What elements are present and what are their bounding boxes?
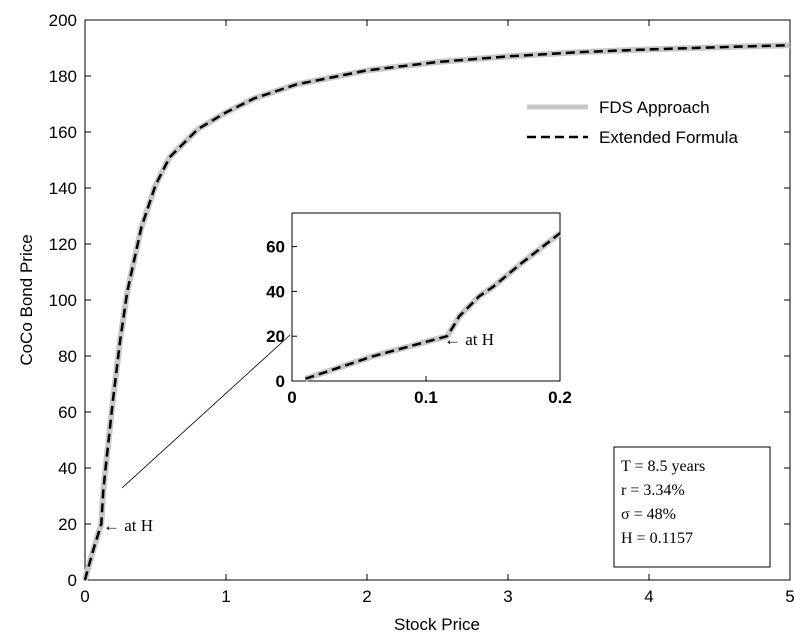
inset-x-tick-label-2: 0.2 — [548, 388, 572, 407]
x-axis-label: Stock Price — [394, 615, 480, 632]
legend: FDS Approach Extended Formula — [527, 98, 738, 147]
x-tick-label-3: 3 — [503, 587, 512, 606]
y-tick-label-4: 80 — [58, 347, 77, 366]
series-line-extended-formula — [83, 43, 791, 581]
y-tick-label-0: 0 — [68, 571, 77, 590]
param-barrier: H = 0.1157 — [621, 530, 693, 547]
y-tick-label-5: 100 — [49, 291, 77, 310]
y-tick-label-8: 160 — [49, 123, 77, 142]
main-series-group — [82, 42, 791, 581]
legend-label-fds-approach: FDS Approach — [599, 98, 710, 117]
x-tick-label-1: 1 — [221, 587, 230, 606]
inset-axes-ticks: 0 0.1 0.2 0 20 40 60 — [266, 238, 572, 407]
y-tick-label-9: 180 — [49, 67, 77, 86]
x-tick-label-4: 4 — [644, 587, 653, 606]
inset-x-tick-label-1: 0.1 — [414, 388, 438, 407]
y-tick-label-10: 200 — [49, 11, 77, 30]
y-tick-label-7: 140 — [49, 179, 77, 198]
inset-at-h-annotation: ← at H — [444, 330, 494, 349]
param-rate: r = 3.34% — [621, 482, 685, 499]
param-maturity: T = 8.5 years — [621, 458, 705, 475]
parameters-box-frame — [613, 446, 771, 568]
y-tick-label-1: 20 — [58, 515, 77, 534]
parameters-box: T = 8.5 years r = 3.34% σ = 48% H = 0.11… — [613, 446, 771, 568]
legend-label-extended-formula: Extended Formula — [599, 128, 738, 147]
inset-y-tick-label-0: 0 — [276, 372, 285, 391]
inset-y-tick-label-3: 60 — [266, 238, 285, 257]
x-tick-label-2: 2 — [362, 587, 371, 606]
inset-x-tick-label-0: 0 — [287, 388, 296, 407]
y-tick-label-6: 120 — [49, 235, 77, 254]
y-tick-label-3: 60 — [58, 403, 77, 422]
inset-series-line-extended-formula — [305, 232, 561, 380]
x-tick-label-5: 5 — [785, 587, 794, 606]
x-tick-label-0: 0 — [80, 587, 89, 606]
param-volatility: σ = 48% — [621, 506, 676, 523]
inset-plot-frame — [291, 212, 561, 382]
inset-series-group — [304, 230, 562, 382]
main-at-h-annotation: ← at H — [103, 516, 153, 535]
y-axis-label: CoCo Bond Price — [17, 234, 36, 365]
inset-y-tick-label-2: 40 — [266, 282, 285, 301]
zoom-connector-line — [121, 334, 291, 489]
inset-y-tick-label-1: 20 — [266, 327, 285, 346]
y-tick-label-2: 40 — [58, 459, 77, 478]
